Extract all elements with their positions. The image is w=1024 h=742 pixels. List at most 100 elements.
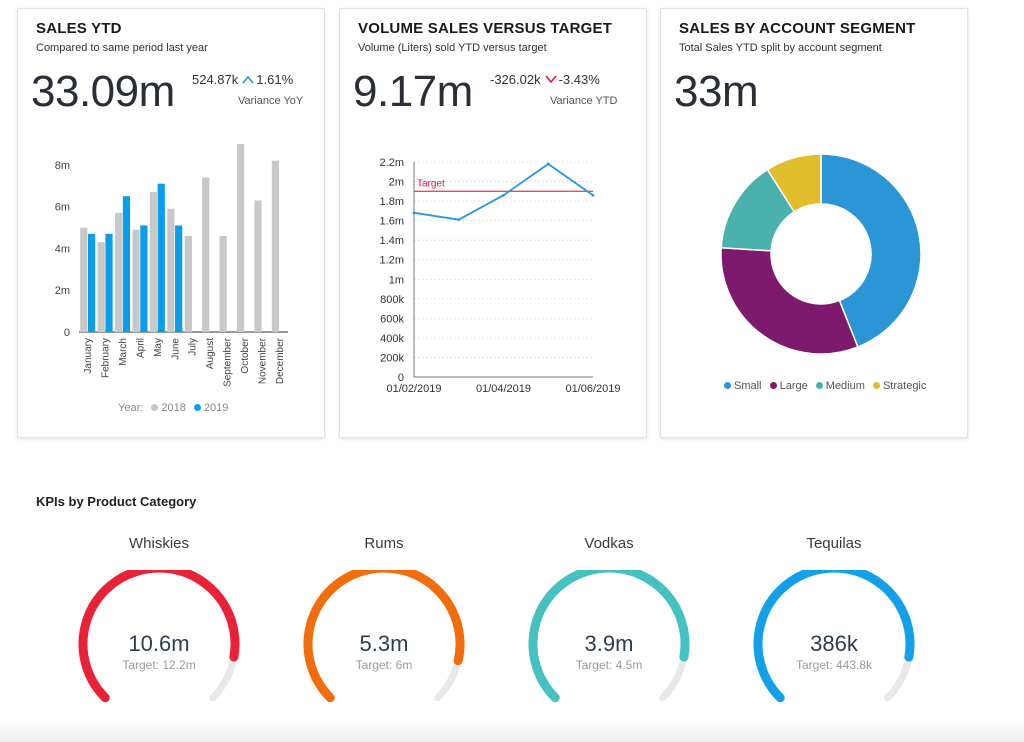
segment-legend: Small Large Medium Strategic xyxy=(719,380,926,392)
bar-2018-november xyxy=(254,200,262,332)
caret-down-icon xyxy=(544,72,557,87)
y-tick-label: 1.2m xyxy=(380,255,404,267)
gauge-progress xyxy=(303,570,465,703)
kpi-section-title: KPIs by Product Category xyxy=(36,494,197,509)
kpi-name: Whiskies xyxy=(128,535,189,552)
bar-2018-september xyxy=(219,235,227,332)
bar-2018-july xyxy=(184,235,192,332)
legend-label-medium: Medium xyxy=(825,380,865,392)
segment-donut-chart xyxy=(720,153,922,355)
y-tick-label: 800k xyxy=(380,294,404,306)
y-tick-label: 600k xyxy=(380,313,404,325)
caret-up-icon xyxy=(242,72,254,87)
legend-prefix: Year: xyxy=(118,402,144,414)
variance-pct: -3.43% xyxy=(558,72,600,87)
sales-ytd-card: SALES YTD Compared to same period last y… xyxy=(17,8,325,438)
kpi-value: 386k xyxy=(810,631,858,656)
gauge-progress xyxy=(753,570,915,703)
x-tick-label: May xyxy=(153,338,164,357)
kpi-gauge-vodkas: Vodkas 3.9m Target: 4.5m xyxy=(524,530,694,730)
donut-slice-strategic xyxy=(766,153,822,213)
x-tick-label: November xyxy=(257,337,268,384)
x-tick-label: December xyxy=(275,337,286,384)
sales-bar-chart: 0 2m 4m 6m 8m January February March April May Jun… xyxy=(55,144,288,387)
volume-sales-title: VOLUME SALES VERSUS TARGET xyxy=(358,20,613,37)
sales-ytd-subtitle: Compared to same period last year xyxy=(36,42,208,54)
y-tick-label: 8m xyxy=(55,160,70,172)
bar-2019-april xyxy=(140,225,148,332)
y-tick-label: 0 xyxy=(398,372,404,384)
kpi-value: 10.6m xyxy=(128,631,190,656)
bottom-edge-shadow xyxy=(0,720,1024,742)
kpi-gauge-whiskies: Whiskies 10.6m Target: 12.2m xyxy=(74,530,244,730)
gauge-arc xyxy=(753,570,915,703)
kpi-target: Target: 6m xyxy=(355,658,413,672)
kpi-gauge-tequilas: Tequilas 386k Target: 443.8k xyxy=(749,530,919,730)
target-label: Target xyxy=(417,178,445,189)
y-tick-label: 2m xyxy=(389,177,404,189)
x-tick-label: January xyxy=(83,338,94,374)
legend-swatch-large xyxy=(769,381,777,389)
x-tick-label: March xyxy=(118,338,129,366)
legend-label-2019: 2019 xyxy=(203,402,229,414)
legend-swatch-strategic xyxy=(872,381,880,389)
gauge-arc xyxy=(528,570,690,703)
kpi-name: Tequilas xyxy=(806,535,862,552)
variance-label: Variance YoY xyxy=(238,95,304,107)
bar-2018-august xyxy=(202,177,210,332)
x-tick-label: April xyxy=(135,338,146,358)
kpi-value: 3.9m xyxy=(584,631,634,656)
segment-subtitle: Total Sales YTD split by account segment xyxy=(679,42,882,54)
y-tick-label: 1.4m xyxy=(380,235,404,247)
kpi-gauge-rums: Rums 5.3m Target: 6m xyxy=(299,530,469,730)
volume-sales-subtitle: Volume (Liters) sold YTD versus target xyxy=(358,42,547,54)
gauge-progress xyxy=(528,570,690,703)
bar-2018-february xyxy=(97,242,105,332)
legend-label-strategic: Strategic xyxy=(882,380,927,392)
bar-2018-march xyxy=(115,212,123,332)
bar-2018-may xyxy=(149,192,158,332)
donut-slice-small xyxy=(820,153,922,348)
volume-point xyxy=(591,193,595,197)
kpi-value: 5.3m xyxy=(359,631,409,656)
y-tick-label: 6m xyxy=(55,202,70,214)
y-tick-label: 1.8m xyxy=(380,196,404,208)
x-tick-label: February xyxy=(101,338,112,378)
bar-2019-february xyxy=(105,233,113,332)
y-tick-label: 1.6m xyxy=(380,216,404,228)
volume-point xyxy=(502,193,505,197)
variance-pct: 1.61% xyxy=(256,72,294,87)
volume-sales-value: 9.17m xyxy=(353,67,473,116)
bar-2018-december xyxy=(271,160,279,332)
bar-2019-march xyxy=(122,196,131,332)
segment-title: SALES BY ACCOUNT SEGMENT xyxy=(679,20,916,37)
x-tick-label: 01/06/2019 xyxy=(565,383,620,395)
y-tick-label: 2m xyxy=(55,285,70,297)
volume-sales-card: VOLUME SALES VERSUS TARGET Volume (Liter… xyxy=(339,8,647,438)
volume-line-chart: 0 200k 400k 600k 800k 1m 1.2m 1.4m 1.6m 1.8m 2m 2.2… xyxy=(380,157,621,395)
y-tick-label: 2.2m xyxy=(380,157,404,169)
x-tick-label: June xyxy=(170,338,181,360)
sales-chart-legend: Year: 2018 2019 xyxy=(118,402,228,414)
bar-2019-january xyxy=(88,233,96,332)
kpi-target: Target: 443.8k xyxy=(795,658,873,672)
x-tick-label: August xyxy=(205,338,216,369)
variance-value: -326.02k xyxy=(490,72,541,87)
bar-2018-june xyxy=(167,208,175,332)
volume-point xyxy=(412,211,416,215)
bar-2019-june xyxy=(175,225,183,332)
kpi-name: Vodkas xyxy=(584,535,634,552)
variance-label: Variance YTD xyxy=(550,95,618,107)
bar-2018-april xyxy=(132,229,140,332)
volume-point xyxy=(457,218,461,222)
x-tick-label: 01/04/2019 xyxy=(476,383,531,395)
x-tick-label: July xyxy=(188,338,199,356)
kpi-target: Target: 4.5m xyxy=(575,658,643,672)
legend-swatch-2019 xyxy=(193,403,201,411)
x-tick-label: September xyxy=(223,337,234,387)
legend-swatch-2018 xyxy=(151,403,159,411)
x-tick-label: 01/02/2019 xyxy=(386,383,441,395)
kpi-name: Rums xyxy=(364,535,404,552)
legend-label-small: Small xyxy=(734,380,762,392)
sales-ytd-variance: 524.87k 1.61% xyxy=(192,72,293,87)
